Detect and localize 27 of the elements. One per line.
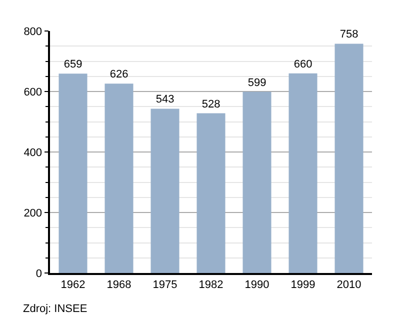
- x-tick-label: 1962: [60, 278, 86, 291]
- bar: [104, 84, 134, 273]
- data-label: 660: [294, 58, 312, 70]
- bar: [334, 44, 364, 273]
- text: Zdroj: INSEE: [23, 303, 88, 315]
- data-label: 659: [64, 58, 82, 71]
- x-tick-label: 1982: [198, 278, 224, 291]
- bar: [150, 108, 180, 273]
- bar: [242, 92, 272, 273]
- bar: [196, 113, 226, 273]
- bar: [58, 74, 88, 273]
- bar: [288, 73, 318, 273]
- y-tick-label: 400: [24, 146, 42, 159]
- x-tick-label: 1990: [244, 278, 270, 291]
- y-tick-label: 0: [36, 268, 42, 280]
- data-label: 528: [202, 98, 220, 110]
- x-tick-label: 2010: [336, 278, 362, 291]
- y-tick-label: 200: [24, 207, 42, 220]
- x-tick-label: 1999: [290, 278, 316, 291]
- data-label: 626: [110, 68, 128, 81]
- data-label: 599: [248, 76, 266, 89]
- x-tick-label: 1968: [106, 278, 132, 291]
- y-tick-label: 800: [24, 26, 42, 38]
- y-tick-label: 600: [24, 86, 42, 98]
- data-label: 758: [340, 28, 358, 41]
- x-tick-label: 1975: [152, 278, 178, 291]
- data-label: 543: [156, 94, 174, 106]
